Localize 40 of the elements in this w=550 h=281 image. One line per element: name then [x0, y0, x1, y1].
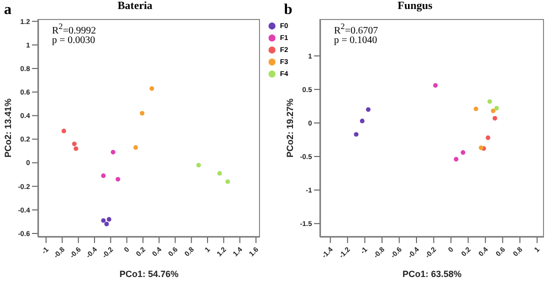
- point: [140, 110, 144, 116]
- point: [217, 171, 222, 176]
- annotation: p = 0.1040: [334, 35, 378, 46]
- point: [116, 176, 120, 182]
- point: [494, 106, 499, 111]
- point: [492, 116, 498, 121]
- point: [101, 173, 106, 178]
- text: b: [284, 2, 292, 19]
- text: a: [4, 2, 12, 19]
- annotation: p = 0.0030: [52, 35, 96, 46]
- point: [106, 217, 112, 222]
- point: [74, 146, 78, 151]
- point: [110, 150, 116, 154]
- point: [360, 118, 365, 124]
- point: [133, 145, 138, 150]
- point: [490, 108, 496, 114]
- chart-title: Bateria: [118, 0, 152, 12]
- point: [474, 106, 478, 112]
- point: [460, 150, 466, 155]
- point: [150, 86, 154, 91]
- chart-title: Fungus: [398, 0, 432, 12]
- y-axis-title: PCo2: 13.41%: [3, 98, 14, 158]
- annotation: R$^{2}$=0.6707: [334, 22, 378, 36]
- point: [196, 162, 201, 168]
- point: [487, 99, 492, 104]
- point: [104, 222, 109, 226]
- point: [354, 132, 358, 137]
- point: [62, 128, 66, 134]
- point: [433, 83, 438, 88]
- point: [72, 142, 77, 146]
- y-axis-title: PCo2: 19.27%: [285, 98, 296, 158]
- x-axis-title: PCo1: 54.76%: [119, 269, 179, 279]
- point: [225, 179, 230, 184]
- point: [101, 218, 106, 223]
- x-axis-title: PCo1: 63.58%: [402, 269, 462, 279]
- point: [478, 145, 484, 150]
- point: [486, 135, 490, 140]
- point: [366, 107, 371, 112]
- point: [454, 156, 458, 162]
- annotation: R$^{2}$=0.9992: [52, 22, 96, 36]
